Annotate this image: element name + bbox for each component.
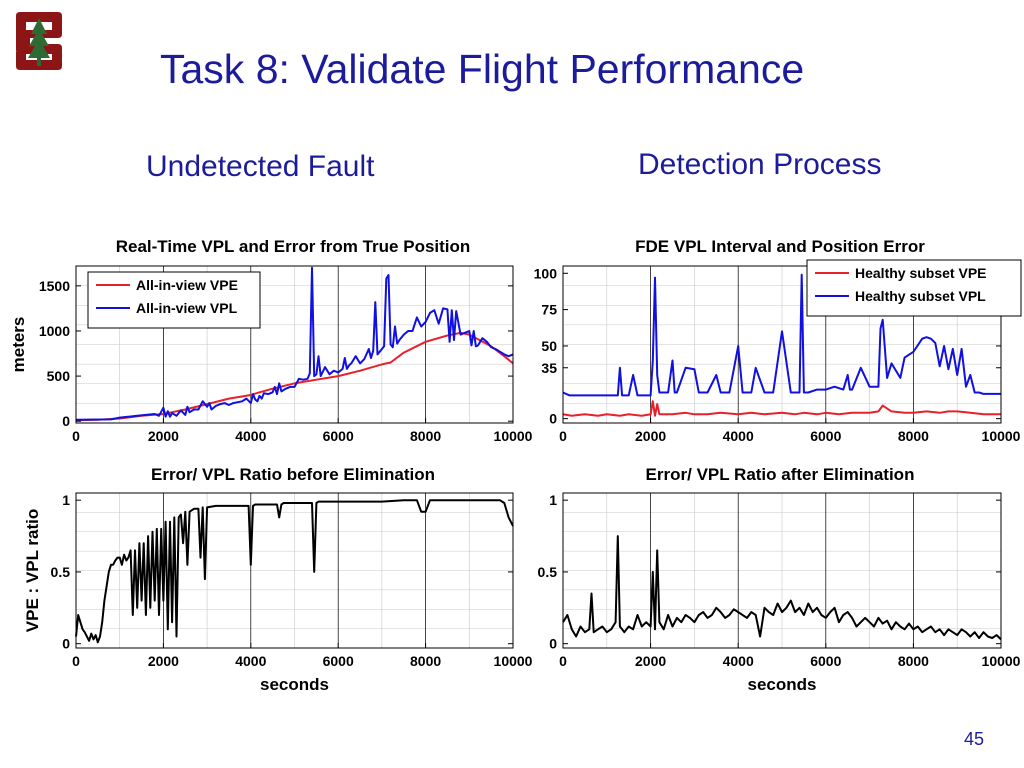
- y-tick-label: 0.5: [51, 564, 71, 580]
- y-tick-label: 0: [549, 411, 557, 427]
- y-tick-label: 1: [62, 492, 70, 508]
- x-tick-label: 8000: [898, 428, 929, 444]
- plot-frame: [75, 492, 514, 649]
- chart-title: FDE VPL Interval and Position Error: [635, 237, 925, 256]
- legend: All-in-view VPE All-in-view VPL: [87, 271, 261, 329]
- plot-frame: [562, 492, 1002, 649]
- y-tick-label: 100: [534, 265, 558, 281]
- page-number: 45: [963, 729, 984, 749]
- x-tick-label: 0: [559, 428, 567, 444]
- x-axis-label: seconds: [748, 675, 817, 694]
- y-tick-label: 0: [62, 636, 70, 652]
- plot-frame: [75, 265, 514, 424]
- x-tick-label: 0: [72, 428, 80, 444]
- y-tick-label: 75: [541, 302, 557, 318]
- x-tick-label: 10000: [982, 428, 1021, 444]
- x-tick-label: 6000: [323, 428, 354, 444]
- series-line-1: [562, 400, 1001, 417]
- y-axis-label: VPE : VPL ratio: [23, 509, 42, 632]
- x-tick-label: 0: [559, 653, 567, 669]
- y-tick-label: 35: [541, 360, 557, 376]
- chart-title: Error/ VPL Ratio before Elimination: [151, 465, 435, 484]
- x-tick-label: 8000: [410, 428, 441, 444]
- x-tick-label: 10000: [494, 428, 533, 444]
- x-tick-label: 2000: [148, 428, 179, 444]
- series-line-1: [75, 331, 514, 422]
- x-tick-label: 8000: [410, 653, 441, 669]
- column-heading-left: Undetected Fault: [146, 150, 375, 183]
- slide-title: Task 8: Validate Flight Performance: [160, 46, 805, 92]
- y-tick-label: 0: [549, 636, 557, 652]
- legend-box: [806, 259, 1022, 317]
- x-axis-label: seconds: [260, 675, 329, 694]
- y-tick-label: 1000: [39, 323, 70, 339]
- series-line-2: [75, 266, 514, 421]
- y-tick-label: 1500: [39, 278, 70, 294]
- x-tick-label: 10000: [494, 653, 533, 669]
- plot-area: [76, 266, 513, 423]
- x-tick-label: 4000: [723, 428, 754, 444]
- chart-title: Error/ VPL Ratio after Elimination: [646, 465, 915, 484]
- chart-title: Real-Time VPL and Error from True Positi…: [116, 237, 471, 256]
- x-tick-label: 4000: [235, 653, 266, 669]
- series-line-1: [75, 499, 514, 644]
- plot-area: [76, 493, 513, 648]
- legend: Healthy subset VPE Healthy subset VPL: [806, 259, 1022, 317]
- y-axis-label: meters: [9, 317, 28, 373]
- legend-label: Healthy subset VPL: [855, 288, 986, 304]
- x-tick-label: 6000: [810, 653, 841, 669]
- x-tick-label: 0: [72, 653, 80, 669]
- column-heading-right: Detection Process: [638, 148, 882, 181]
- series-line-1: [562, 535, 1002, 641]
- legend-box: [87, 271, 261, 329]
- legend-label: All-in-view VPL: [136, 300, 238, 316]
- y-tick-label: 1: [549, 492, 557, 508]
- x-tick-label: 6000: [323, 653, 354, 669]
- x-tick-label: 2000: [148, 653, 179, 669]
- y-tick-label: 500: [47, 368, 71, 384]
- y-tick-label: 0.5: [538, 564, 558, 580]
- x-tick-label: 4000: [235, 428, 266, 444]
- plot-frame: [562, 265, 1002, 424]
- x-tick-label: 4000: [723, 653, 754, 669]
- y-tick-label: 0: [62, 413, 70, 429]
- x-tick-label: 8000: [898, 653, 929, 669]
- plot-area: [563, 266, 1001, 423]
- x-tick-label: 2000: [635, 653, 666, 669]
- x-tick-label: 2000: [635, 428, 666, 444]
- plot-area: [563, 493, 1001, 648]
- x-tick-label: 6000: [810, 428, 841, 444]
- x-tick-label: 10000: [982, 653, 1021, 669]
- legend-label: All-in-view VPE: [136, 277, 238, 293]
- y-tick-label: 50: [541, 338, 557, 354]
- series-line-2: [562, 273, 1001, 397]
- legend-label: Healthy subset VPE: [855, 265, 987, 281]
- stanford-tree-logo: [16, 12, 62, 70]
